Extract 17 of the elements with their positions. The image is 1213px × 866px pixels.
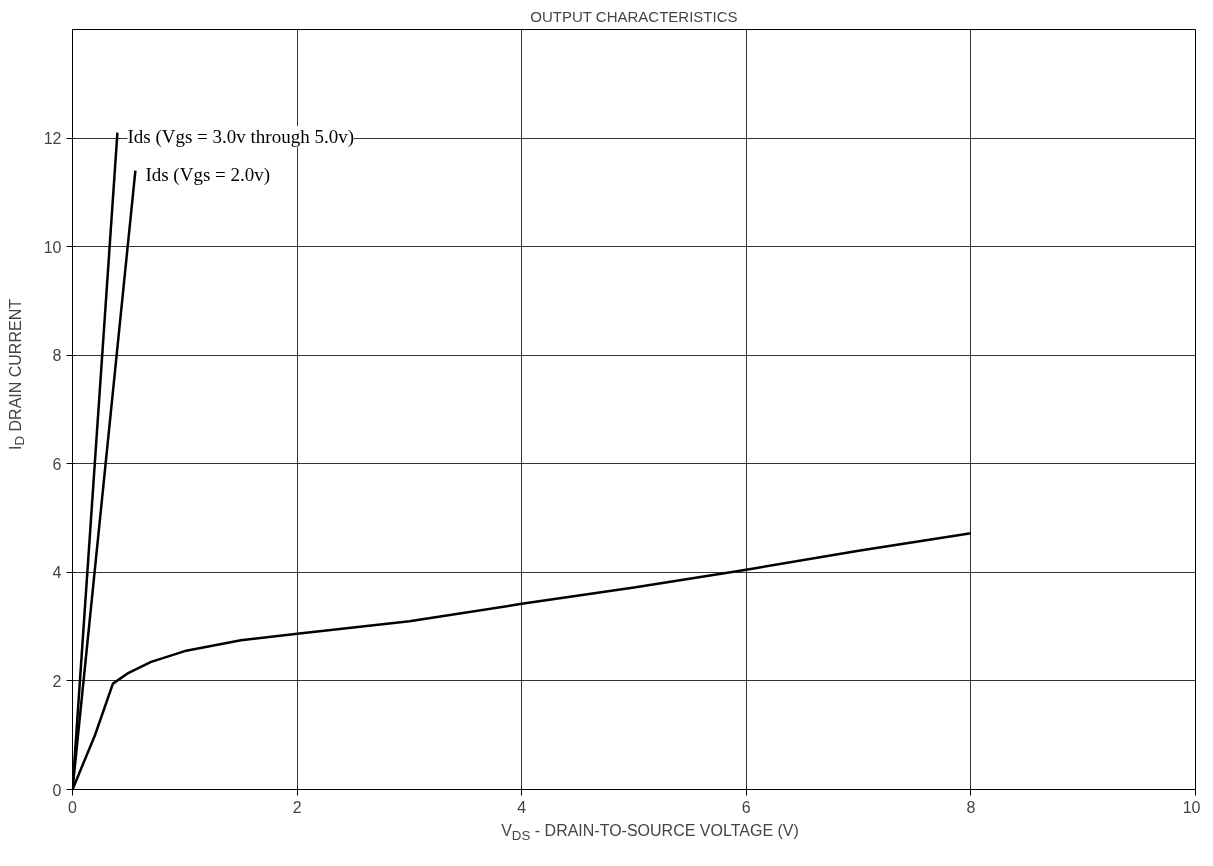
x-tick-label: 4	[517, 798, 527, 816]
y-tick-label: 0	[52, 781, 62, 799]
x-tick-label: 6	[741, 798, 751, 816]
y-tick-label: 12	[43, 130, 62, 148]
y-tick-label: 6	[52, 455, 62, 473]
chart-title: OUTPUT CHARACTERISTICS	[530, 7, 738, 25]
y-tick-label: 4	[52, 564, 62, 582]
x-axis-title: V$_{DS}$ - DRAIN-TO-SOURCE VOLTAGE (V)	[500, 821, 800, 846]
x-tick-label: 2	[292, 798, 302, 816]
x-tick-label: 8	[966, 798, 976, 816]
x-tick-label: 10	[1182, 798, 1201, 816]
x-tick-label: 0	[68, 798, 78, 816]
y-tick-label: 8	[52, 347, 62, 365]
y-tick-label: 2	[52, 672, 62, 690]
series-label: Ids (Vgs = 2.0v)	[145, 164, 271, 187]
series-label: Ids (Vgs = 3.0v through 5.0v)	[127, 126, 354, 149]
y-tick-label: 10	[43, 238, 62, 256]
